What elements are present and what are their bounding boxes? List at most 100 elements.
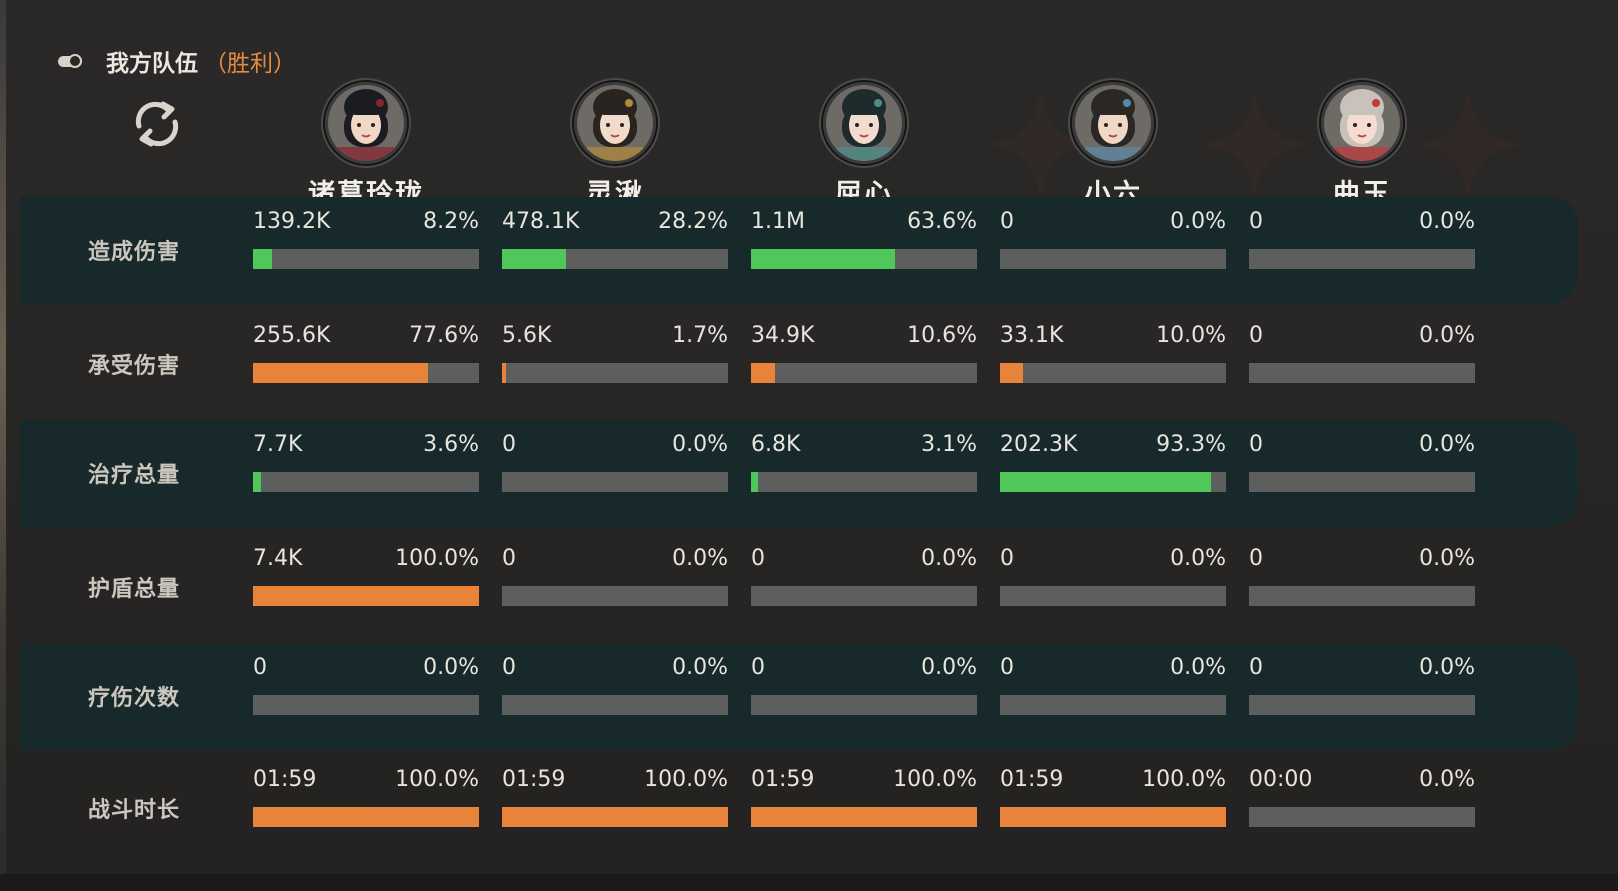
stat-value: 6.8K bbox=[751, 432, 801, 457]
bottom-strip bbox=[0, 874, 1618, 891]
progress-bar bbox=[751, 472, 977, 492]
avatar[interactable] bbox=[1072, 82, 1154, 164]
progress-bar bbox=[502, 586, 728, 606]
stat-value: 01:59 bbox=[502, 767, 566, 792]
stat-percent: 100.0% bbox=[1142, 767, 1226, 792]
progress-bar bbox=[1000, 807, 1226, 827]
stat-row: 承受伤害 255.6K 77.6% 5.6K 1.7% 34.9K 10.6% 33.1K 10… bbox=[20, 311, 1578, 418]
stat-value: 33.1K bbox=[1000, 323, 1064, 348]
stat-percent: 10.0% bbox=[1156, 323, 1226, 348]
progress-fill bbox=[253, 472, 262, 492]
progress-fill bbox=[751, 249, 895, 269]
stat-value: 0 bbox=[502, 432, 516, 457]
stat-value: 5.6K bbox=[502, 323, 552, 348]
progress-bar bbox=[253, 586, 479, 606]
stat-percent: 0.0% bbox=[1419, 323, 1475, 348]
stat-value: 139.2K bbox=[253, 209, 331, 234]
stat-row: 战斗时长 01:59 100.0% 01:59 100.0% 01:59 100.0% 01:… bbox=[20, 755, 1578, 862]
stat-value: 0 bbox=[1000, 209, 1014, 234]
progress-bar bbox=[502, 249, 728, 269]
stat-percent: 0.0% bbox=[672, 655, 728, 680]
stat-percent: 0.0% bbox=[672, 432, 728, 457]
stat-value: 202.3K bbox=[1000, 432, 1078, 457]
stat-cell: 0 0.0% bbox=[1000, 655, 1226, 715]
progress-bar bbox=[1249, 472, 1475, 492]
stat-value: 0 bbox=[1249, 432, 1263, 457]
stat-percent: 0.0% bbox=[1419, 655, 1475, 680]
stat-cell: 0 0.0% bbox=[502, 546, 728, 606]
toggle-icon[interactable] bbox=[58, 54, 84, 68]
progress-bar bbox=[751, 363, 977, 383]
progress-bar bbox=[253, 695, 479, 715]
refresh-icon[interactable] bbox=[130, 100, 184, 148]
progress-bar bbox=[1249, 807, 1475, 827]
stat-cell: 0 0.0% bbox=[253, 655, 479, 715]
progress-fill bbox=[253, 586, 479, 606]
progress-bar bbox=[1249, 586, 1475, 606]
stat-row: 治疗总量 7.7K 3.6% 0 0.0% 6.8K 3.1% 202.3K 93.3% 0 0.0… bbox=[20, 420, 1578, 527]
stat-value: 0 bbox=[751, 655, 765, 680]
progress-bar bbox=[1000, 363, 1226, 383]
avatar[interactable] bbox=[325, 82, 407, 164]
character-2: 灵湫 bbox=[535, 82, 695, 211]
progress-bar bbox=[253, 249, 479, 269]
stat-cell: 34.9K 10.6% bbox=[751, 323, 977, 383]
avatar[interactable] bbox=[823, 82, 905, 164]
stat-percent: 3.6% bbox=[423, 432, 479, 457]
stat-value: 01:59 bbox=[253, 767, 317, 792]
progress-fill bbox=[253, 807, 479, 827]
stat-percent: 0.0% bbox=[1419, 432, 1475, 457]
progress-bar bbox=[502, 363, 728, 383]
stat-percent: 0.0% bbox=[672, 546, 728, 571]
progress-bar bbox=[1000, 586, 1226, 606]
stat-value: 7.4K bbox=[253, 546, 303, 571]
stat-value: 01:59 bbox=[751, 767, 815, 792]
stat-cell: 0 0.0% bbox=[751, 655, 977, 715]
stat-percent: 0.0% bbox=[1170, 655, 1226, 680]
stat-value: 0 bbox=[1249, 323, 1263, 348]
stat-percent: 100.0% bbox=[644, 767, 728, 792]
stat-label: 治疗总量 bbox=[88, 463, 181, 488]
stat-label: 承受伤害 bbox=[88, 354, 181, 379]
stat-label: 护盾总量 bbox=[88, 577, 181, 602]
stat-label: 造成伤害 bbox=[88, 240, 181, 265]
stat-percent: 28.2% bbox=[658, 209, 728, 234]
stat-value: 0 bbox=[1000, 655, 1014, 680]
character-4: 小六 bbox=[1033, 82, 1193, 211]
battle-result: （胜利） bbox=[204, 51, 296, 77]
stat-row: 疗伤次数 0 0.0% 0 0.0% 0 0.0% 0 0.0% 0 0.0% bbox=[20, 643, 1578, 750]
stat-value: 0 bbox=[1249, 546, 1263, 571]
stat-cell: 139.2K 8.2% bbox=[253, 209, 479, 269]
progress-fill bbox=[1000, 472, 1211, 492]
stat-cell: 01:59 100.0% bbox=[1000, 767, 1226, 827]
stat-percent: 100.0% bbox=[893, 767, 977, 792]
stat-percent: 1.7% bbox=[672, 323, 728, 348]
avatar[interactable] bbox=[1321, 82, 1403, 164]
stat-cell: 0 0.0% bbox=[1249, 432, 1475, 492]
progress-bar bbox=[1000, 695, 1226, 715]
stat-cell: 01:59 100.0% bbox=[253, 767, 479, 827]
progress-fill bbox=[253, 249, 272, 269]
character-5: 曲玉 bbox=[1282, 82, 1442, 211]
stat-value: 0 bbox=[751, 546, 765, 571]
stat-cell: 0 0.0% bbox=[1249, 655, 1475, 715]
stat-cell: 255.6K 77.6% bbox=[253, 323, 479, 383]
avatar[interactable] bbox=[574, 82, 656, 164]
stat-cell: 0 0.0% bbox=[751, 546, 977, 606]
stat-percent: 63.6% bbox=[907, 209, 977, 234]
stat-value: 255.6K bbox=[253, 323, 331, 348]
progress-bar bbox=[1249, 363, 1475, 383]
stat-cell: 1.1M 63.6% bbox=[751, 209, 977, 269]
stat-percent: 0.0% bbox=[921, 546, 977, 571]
progress-bar bbox=[1000, 249, 1226, 269]
stat-percent: 93.3% bbox=[1156, 432, 1226, 457]
progress-fill bbox=[502, 807, 728, 827]
progress-fill bbox=[751, 472, 758, 492]
stat-row: 造成伤害 139.2K 8.2% 478.1K 28.2% 1.1M 63.6% 0 0.0% 0… bbox=[20, 197, 1578, 304]
stat-cell: 5.6K 1.7% bbox=[502, 323, 728, 383]
progress-bar bbox=[253, 807, 479, 827]
stat-cell: 00:00 0.0% bbox=[1249, 767, 1475, 827]
stat-percent: 0.0% bbox=[1419, 546, 1475, 571]
stat-cell: 0 0.0% bbox=[1249, 323, 1475, 383]
stat-percent: 100.0% bbox=[395, 767, 479, 792]
